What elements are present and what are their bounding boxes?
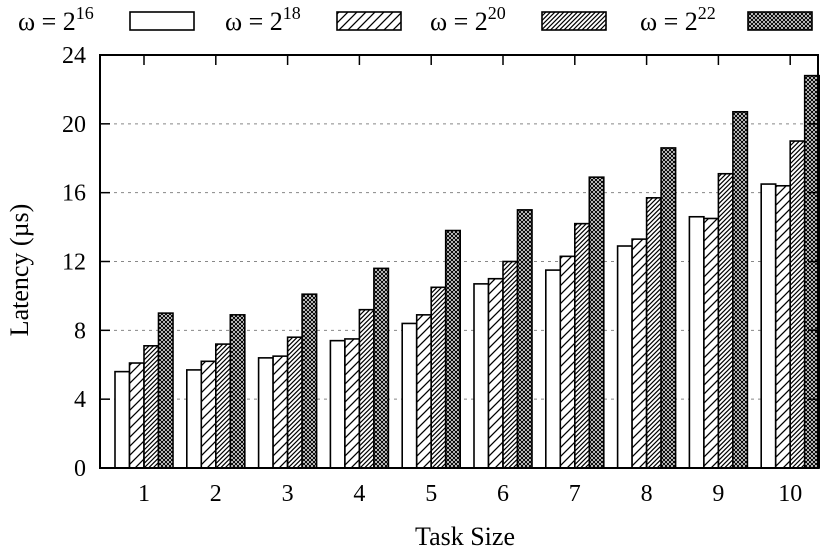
y-tick-label: 24 bbox=[62, 43, 86, 69]
y-axis: 0 4 8 12 16 20 24 bbox=[62, 43, 818, 482]
bar-8-series-3 bbox=[645, 197, 662, 469]
bar-8-series-2 bbox=[631, 238, 648, 469]
legend-label: ω = 216 bbox=[18, 3, 94, 36]
bar-10-series-2 bbox=[774, 184, 792, 469]
legend: ω = 216 ω = 218 ω = 220 ω = 222 bbox=[18, 3, 813, 36]
y-tick-label: 0 bbox=[74, 456, 86, 482]
legend-item-3: ω = 220 bbox=[430, 3, 607, 36]
bar-7-series-3 bbox=[573, 222, 591, 469]
bar-10-series-1 bbox=[760, 183, 777, 469]
bar-4-series-4 bbox=[373, 267, 390, 469]
bar-6-series-2 bbox=[487, 277, 504, 469]
bars bbox=[114, 74, 821, 469]
bar-6-series-1 bbox=[473, 283, 490, 469]
legend-swatch bbox=[129, 11, 195, 31]
bar-4-series-1 bbox=[329, 339, 346, 469]
y-tick-label: 20 bbox=[62, 112, 86, 138]
x-tick-label: 7 bbox=[569, 481, 581, 507]
y-tick-label: 16 bbox=[62, 181, 86, 207]
bar-9-series-2 bbox=[703, 217, 720, 469]
bar-10-series-3 bbox=[789, 140, 806, 469]
x-tick-label: 6 bbox=[497, 481, 509, 507]
bar-3-series-1 bbox=[257, 357, 274, 469]
bar-3-series-3 bbox=[286, 336, 303, 469]
bar-2-series-2 bbox=[200, 360, 217, 469]
x-tick-label: 10 bbox=[778, 481, 802, 507]
bar-5-series-3 bbox=[430, 286, 447, 469]
bar-6-series-4 bbox=[516, 209, 533, 469]
x-axis-title: Task Size bbox=[415, 522, 515, 550]
bar-4-series-3 bbox=[358, 308, 375, 469]
bar-7-series-1 bbox=[544, 269, 562, 469]
legend-label: ω = 222 bbox=[640, 3, 716, 36]
legend-item-2: ω = 218 bbox=[225, 3, 402, 36]
bar-1-series-4 bbox=[157, 312, 174, 469]
legend-swatch bbox=[541, 11, 607, 31]
y-tick-label: 12 bbox=[62, 250, 86, 276]
y-tick-label: 8 bbox=[74, 318, 86, 344]
bar-2-series-4 bbox=[229, 314, 246, 469]
bar-5-series-2 bbox=[415, 314, 433, 469]
bar-7-series-2 bbox=[559, 255, 576, 469]
bar-8-series-1 bbox=[616, 245, 633, 469]
legend-label: ω = 220 bbox=[430, 3, 506, 36]
bar-5-series-4 bbox=[444, 229, 462, 469]
x-tick-label: 4 bbox=[353, 481, 365, 507]
bar-8-series-4 bbox=[660, 147, 677, 469]
legend-swatch bbox=[747, 11, 813, 31]
bar-2-series-1 bbox=[186, 369, 203, 469]
x-tick-label: 9 bbox=[712, 481, 724, 507]
x-axis: 1 2 3 4 5 6 7 8 9 10 bbox=[138, 55, 802, 507]
bar-6-series-3 bbox=[502, 260, 519, 469]
y-tick-label: 4 bbox=[74, 387, 86, 413]
legend-swatch bbox=[336, 11, 402, 31]
bar-9-series-4 bbox=[732, 110, 749, 469]
x-tick-label: 2 bbox=[210, 481, 222, 507]
legend-item-1: ω = 216 bbox=[18, 3, 195, 36]
y-axis-title: Latency (µs) bbox=[5, 204, 34, 337]
bar-2-series-3 bbox=[215, 343, 232, 469]
x-tick-label: 1 bbox=[138, 481, 150, 507]
bar-1-series-3 bbox=[143, 345, 160, 469]
bar-9-series-1 bbox=[688, 215, 705, 469]
legend-item-4: ω = 222 bbox=[640, 3, 813, 36]
x-tick-label: 5 bbox=[425, 481, 437, 507]
bar-3-series-4 bbox=[301, 293, 318, 469]
bar-9-series-3 bbox=[717, 172, 734, 469]
legend-label: ω = 218 bbox=[225, 3, 301, 36]
bar-1-series-2 bbox=[128, 362, 145, 469]
bar-1-series-1 bbox=[114, 370, 131, 469]
bar-4-series-2 bbox=[344, 338, 361, 469]
bar-5-series-1 bbox=[401, 322, 418, 469]
bar-7-series-4 bbox=[588, 176, 605, 469]
x-tick-label: 3 bbox=[282, 481, 294, 507]
bar-3-series-2 bbox=[272, 355, 289, 469]
x-tick-label: 8 bbox=[641, 481, 653, 507]
